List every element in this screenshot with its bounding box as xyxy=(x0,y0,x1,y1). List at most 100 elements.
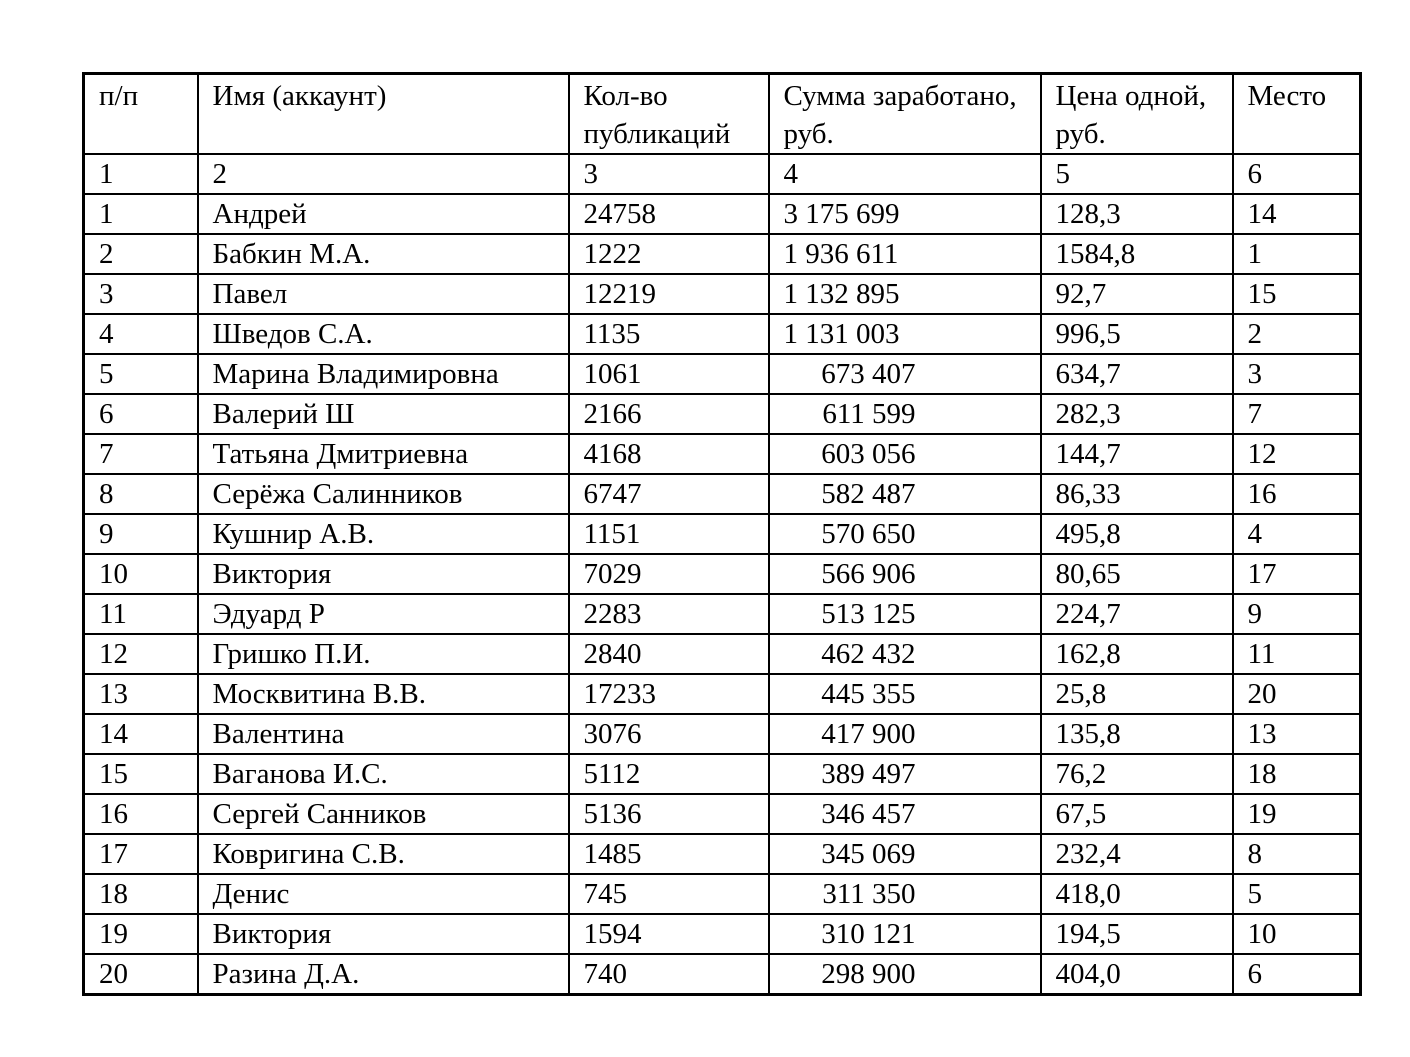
earned-sum: 3 175 699 xyxy=(767,193,1042,235)
earned-sum: 462 432 xyxy=(767,633,1042,675)
account-name: Шведов С.А. xyxy=(196,313,570,355)
earned-sum: 389 497 xyxy=(767,753,1042,795)
place: 12 xyxy=(1231,433,1362,475)
publications-count: 4168 xyxy=(567,433,770,475)
place: 17 xyxy=(1231,553,1362,595)
publications-count: 5112 xyxy=(567,753,770,795)
earned-sum: 345 069 xyxy=(767,833,1042,875)
row-number: 14 xyxy=(82,713,199,755)
place: 2 xyxy=(1231,313,1362,355)
row-number: 18 xyxy=(82,873,199,915)
earned-sum: 566 906 xyxy=(767,553,1042,595)
earned-sum: 1 936 611 xyxy=(767,233,1042,275)
place: 16 xyxy=(1231,473,1362,515)
account-name: Виктория xyxy=(196,913,570,955)
row-number: 5 xyxy=(82,353,199,395)
place: 4 xyxy=(1231,513,1362,555)
account-name: Сергей Санников xyxy=(196,793,570,835)
publications-count: 7029 xyxy=(567,553,770,595)
publications-count: 740 xyxy=(567,953,770,996)
earned-sum: 1 132 895 xyxy=(767,273,1042,315)
place: 6 xyxy=(1231,953,1362,996)
publications-count: 17233 xyxy=(567,673,770,715)
price-per-item: 162,8 xyxy=(1039,633,1234,675)
header-name: Имя (аккаунт) xyxy=(196,72,570,155)
place: 3 xyxy=(1231,353,1362,395)
header-number: п/п xyxy=(82,72,199,155)
header-publications: Кол-во публикаций xyxy=(567,72,770,155)
earned-sum: 310 121 xyxy=(767,913,1042,955)
row-number: 6 xyxy=(82,393,199,435)
price-per-item: 135,8 xyxy=(1039,713,1234,755)
place: 11 xyxy=(1231,633,1362,675)
header-price: Цена одной, руб. xyxy=(1039,72,1234,155)
account-name: Разина Д.А. xyxy=(196,953,570,996)
publications-count: 2166 xyxy=(567,393,770,435)
account-name: Кушнир А.В. xyxy=(196,513,570,555)
table-row: 13 Москвитина В.В. 17233 445 355 25,8 20 xyxy=(82,673,1362,715)
table-row: 15 Ваганова И.С. 5112 389 497 76,2 18 xyxy=(82,753,1362,795)
publications-count: 12219 xyxy=(567,273,770,315)
price-per-item: 224,7 xyxy=(1039,593,1234,635)
account-name: Москвитина В.В. xyxy=(196,673,570,715)
earned-sum: 445 355 xyxy=(767,673,1042,715)
place: 20 xyxy=(1231,673,1362,715)
price-per-item: 128,3 xyxy=(1039,193,1234,235)
price-per-item: 92,7 xyxy=(1039,273,1234,315)
publications-count: 1151 xyxy=(567,513,770,555)
publications-count: 1222 xyxy=(567,233,770,275)
table-row: 14 Валентина 3076 417 900 135,8 13 xyxy=(82,713,1362,755)
price-per-item: 418,0 xyxy=(1039,873,1234,915)
price-per-item: 495,8 xyxy=(1039,513,1234,555)
row-number: 7 xyxy=(82,433,199,475)
header-earned: Сумма заработано, руб. xyxy=(767,72,1042,155)
row-number: 10 xyxy=(82,553,199,595)
header-place: Место xyxy=(1231,72,1362,155)
table-row: 19 Виктория 1594 310 121 194,5 10 xyxy=(82,913,1362,955)
account-name: Денис xyxy=(196,873,570,915)
account-name: Павел xyxy=(196,273,570,315)
publications-count: 24758 xyxy=(567,193,770,235)
column-number: 5 xyxy=(1039,153,1234,195)
row-number: 17 xyxy=(82,833,199,875)
price-per-item: 634,7 xyxy=(1039,353,1234,395)
price-per-item: 1584,8 xyxy=(1039,233,1234,275)
publications-count: 1594 xyxy=(567,913,770,955)
account-name: Бабкин М.А. xyxy=(196,233,570,275)
table-row: 16 Сергей Санников 5136 346 457 67,5 19 xyxy=(82,793,1362,835)
price-per-item: 996,5 xyxy=(1039,313,1234,355)
table-row: 4 Шведов С.А. 1135 1 131 003 996,5 2 xyxy=(82,313,1362,355)
account-name: Андрей xyxy=(196,193,570,235)
price-per-item: 232,4 xyxy=(1039,833,1234,875)
row-number: 4 xyxy=(82,313,199,355)
column-number: 1 xyxy=(82,153,199,195)
price-per-item: 25,8 xyxy=(1039,673,1234,715)
place: 13 xyxy=(1231,713,1362,755)
earned-sum: 417 900 xyxy=(767,713,1042,755)
table-row: 2 Бабкин М.А. 1222 1 936 611 1584,8 1 xyxy=(82,233,1362,275)
place: 1 xyxy=(1231,233,1362,275)
row-number: 12 xyxy=(82,633,199,675)
column-number: 4 xyxy=(767,153,1042,195)
account-name: Эдуард Р xyxy=(196,593,570,635)
earned-sum: 603 056 xyxy=(767,433,1042,475)
account-name: Виктория xyxy=(196,553,570,595)
table-row: 6 Валерий Ш 2166 611 599 282,3 7 xyxy=(82,393,1362,435)
price-per-item: 76,2 xyxy=(1039,753,1234,795)
account-name: Гришко П.И. xyxy=(196,633,570,675)
price-per-item: 404,0 xyxy=(1039,953,1234,996)
account-name: Марина Владимировна xyxy=(196,353,570,395)
price-per-item: 86,33 xyxy=(1039,473,1234,515)
price-per-item: 282,3 xyxy=(1039,393,1234,435)
publications-count: 2283 xyxy=(567,593,770,635)
place: 15 xyxy=(1231,273,1362,315)
row-number: 19 xyxy=(82,913,199,955)
row-number: 15 xyxy=(82,753,199,795)
place: 5 xyxy=(1231,873,1362,915)
table-row: 12 Гришко П.И. 2840 462 432 162,8 11 xyxy=(82,633,1362,675)
table-row: 7 Татьяна Дмитриевна 4168 603 056 144,7 12 xyxy=(82,433,1362,475)
price-per-item: 194,5 xyxy=(1039,913,1234,955)
table-row: 9 Кушнир А.В. 1151 570 650 495,8 4 xyxy=(82,513,1362,555)
row-number: 1 xyxy=(82,193,199,235)
row-number: 3 xyxy=(82,273,199,315)
